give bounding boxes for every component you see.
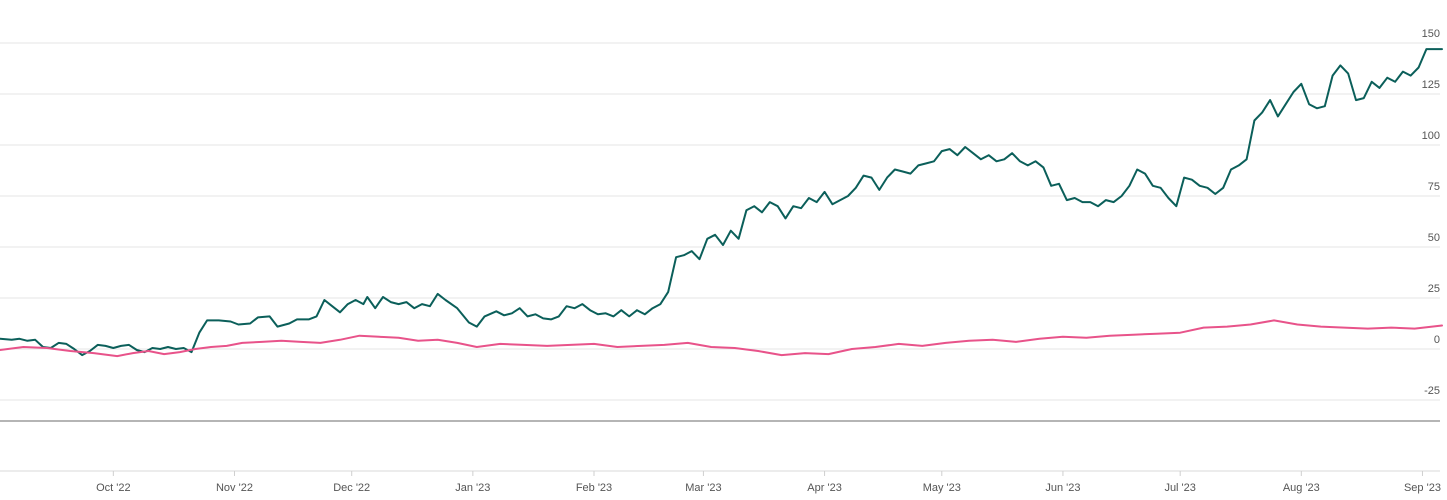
x-tick-label: Jan '23 [455,482,490,494]
x-tick-label: Mar '23 [685,482,721,494]
x-tick-label: Jun '23 [1045,482,1080,494]
y-tick-label: -25 [1424,385,1440,397]
y-tick-label: 75 [1428,181,1440,193]
series-line-2 [0,319,1443,358]
grid-lines [0,42,1440,401]
x-tick-labels: Oct '22 Nov '22 Dec '22 Jan '23 Feb '23 Mar '… [96,471,1441,494]
series-lines [0,48,1443,358]
x-tick-label: May '23 [923,482,961,494]
x-tick-label: Nov '22 [216,482,253,494]
x-tick-label: Apr '23 [807,482,842,494]
x-tick-label: Sep '23 [1404,482,1441,494]
y-tick-label: 100 [1422,130,1440,142]
y-tick-label: 0 [1434,334,1440,346]
x-tick-label: Feb '23 [576,482,612,494]
y-tick-label: 50 [1428,232,1440,244]
x-tick-label: Dec '22 [333,482,370,494]
series-line-1 [0,48,1443,357]
y-tick-label: 25 [1428,283,1440,295]
y-tick-labels: -25 0 25 50 75 100 125 150 [1422,28,1440,397]
y-tick-label: 125 [1422,79,1440,91]
x-tick-label: Oct '22 [96,482,131,494]
x-tick-label: Jul '23 [1164,482,1195,494]
y-tick-label: 150 [1422,28,1440,40]
x-tick-label: Aug '23 [1283,482,1320,494]
